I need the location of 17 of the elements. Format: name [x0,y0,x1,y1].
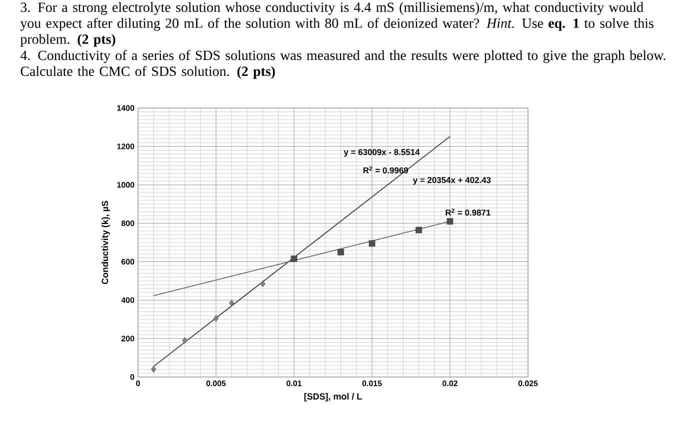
annotation: y = 63009x - 8.5514 [344,149,420,157]
point [182,337,188,344]
point [260,280,266,288]
point [368,240,376,247]
y-axis-title: Conductivity (k), µS [102,200,110,284]
point [229,300,234,306]
text: 3. For a strong electrolyte solution whose conductivity is 4.4 mS (millisiemens)/m, what conductivity would you expect after diluting 20 mL of the solution with 80 mL of deionized water? Hint. Use eq. 1 to solve this problem. (2 pts) [20,2,654,47]
point [416,226,422,234]
annotation: y = 20354x + 402.43 [412,177,491,185]
point [213,315,219,322]
annotation: R$^{2}$ = 0.9871 [446,208,490,216]
point [290,256,298,262]
point [151,366,156,373]
x-axis-title: [SDS], mol / L [304,393,362,402]
text: 4. Conductivity of a series of SDS solutions was measured and the results were plotted to give the graph below. Calculate the CMC of SDS solution. (2 pts) [20,50,666,79]
point [446,218,454,225]
point [338,248,344,256]
